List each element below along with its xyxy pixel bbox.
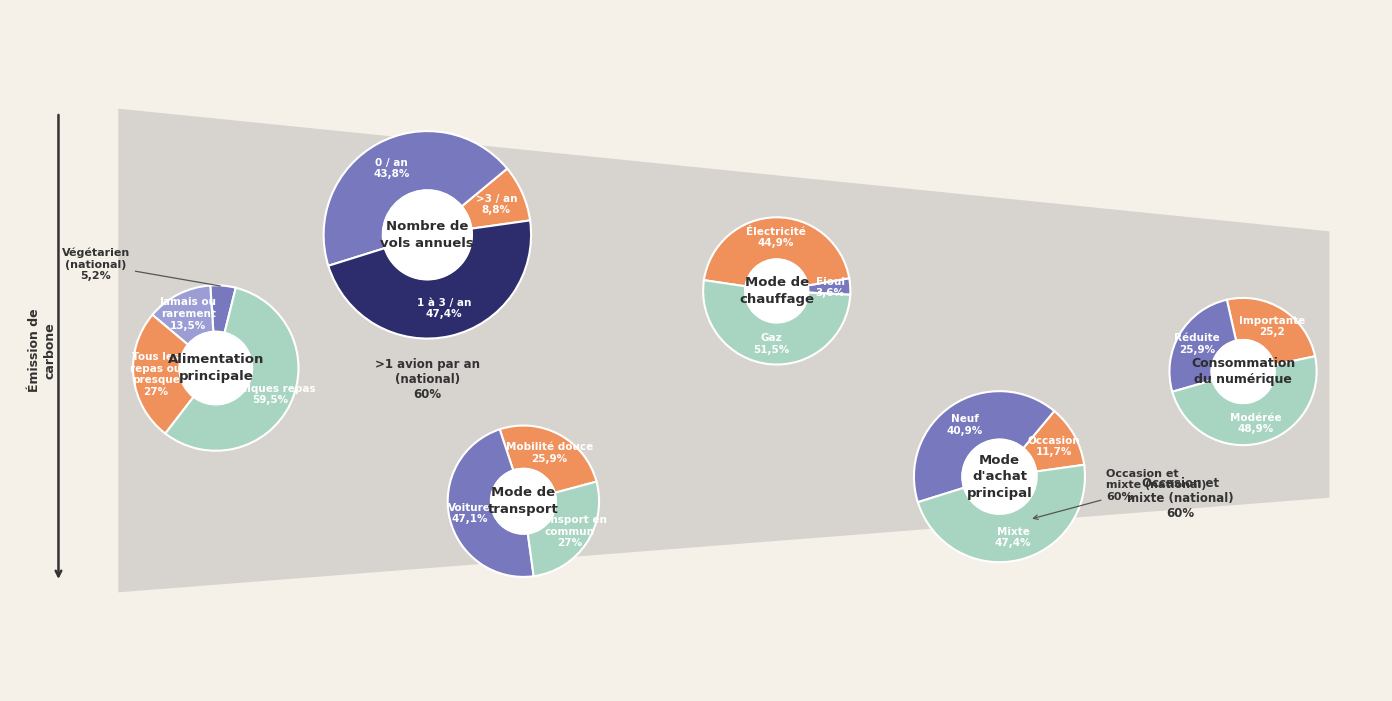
Circle shape bbox=[383, 190, 472, 280]
Text: Neuf
40,9%: Neuf 40,9% bbox=[947, 414, 983, 435]
Text: Occasion et
mixte (national)
60%: Occasion et mixte (national) 60% bbox=[1033, 469, 1207, 519]
Circle shape bbox=[1211, 340, 1275, 403]
Text: 1 à 3 / an
47,4%: 1 à 3 / an 47,4% bbox=[416, 297, 470, 319]
Text: Alimentation
principale: Alimentation principale bbox=[167, 353, 264, 383]
Text: Mode de
transport: Mode de transport bbox=[489, 486, 558, 516]
Wedge shape bbox=[210, 285, 235, 333]
Wedge shape bbox=[528, 482, 599, 576]
Text: Quelques repas
59,5%: Quelques repas 59,5% bbox=[224, 383, 316, 405]
Wedge shape bbox=[329, 220, 532, 339]
Wedge shape bbox=[1172, 356, 1317, 445]
Wedge shape bbox=[166, 288, 298, 451]
Text: Nombre de
vols annuels: Nombre de vols annuels bbox=[380, 220, 475, 250]
Wedge shape bbox=[1169, 300, 1236, 392]
Text: 0 / an
43,8%: 0 / an 43,8% bbox=[373, 158, 409, 179]
Circle shape bbox=[180, 332, 252, 404]
Wedge shape bbox=[917, 465, 1084, 562]
Text: Voiture
47,1%: Voiture 47,1% bbox=[448, 503, 491, 524]
Text: Électricité
44,9%: Électricité 44,9% bbox=[746, 226, 806, 248]
Text: Mobilité douce
25,9%: Mobilité douce 25,9% bbox=[505, 442, 593, 463]
Wedge shape bbox=[448, 429, 533, 577]
Text: Tous les
repas ou
presque
27%: Tous les repas ou presque 27% bbox=[129, 352, 181, 397]
Wedge shape bbox=[915, 391, 1054, 502]
Wedge shape bbox=[462, 169, 530, 229]
Circle shape bbox=[962, 440, 1037, 514]
Polygon shape bbox=[118, 109, 1329, 592]
Text: Fioul
3,6%: Fioul 3,6% bbox=[816, 277, 845, 299]
Text: Mixte
47,4%: Mixte 47,4% bbox=[995, 526, 1031, 548]
Wedge shape bbox=[703, 280, 851, 365]
Text: Émission de
carbone: Émission de carbone bbox=[28, 308, 57, 393]
Text: Gaz
51,5%: Gaz 51,5% bbox=[753, 333, 789, 355]
Circle shape bbox=[745, 259, 809, 322]
Wedge shape bbox=[807, 278, 851, 294]
Text: Importante
25,2: Importante 25,2 bbox=[1239, 315, 1306, 337]
Text: >1 avion par an
(national)
60%: >1 avion par an (national) 60% bbox=[374, 358, 480, 400]
Wedge shape bbox=[134, 315, 193, 433]
Text: Jamais ou
rarement
13,5%: Jamais ou rarement 13,5% bbox=[160, 297, 217, 331]
Text: Occasion
11,7%: Occasion 11,7% bbox=[1027, 435, 1080, 457]
Wedge shape bbox=[1226, 298, 1315, 365]
Wedge shape bbox=[152, 285, 213, 345]
Wedge shape bbox=[1023, 411, 1084, 472]
Text: Réduite
25,9%: Réduite 25,9% bbox=[1175, 334, 1219, 355]
Text: Mode
d'achat
principal: Mode d'achat principal bbox=[966, 454, 1033, 500]
Text: >3 / an
8,8%: >3 / an 8,8% bbox=[476, 193, 516, 215]
Text: Transport en
commun
27%: Transport en commun 27% bbox=[532, 515, 607, 548]
Text: Modérée
48,9%: Modérée 48,9% bbox=[1231, 413, 1282, 434]
Wedge shape bbox=[500, 426, 597, 493]
Circle shape bbox=[491, 469, 555, 533]
Text: Occasion et
mixte (national)
60%: Occasion et mixte (national) 60% bbox=[1128, 477, 1233, 519]
Text: Consommation
du numérique: Consommation du numérique bbox=[1192, 357, 1295, 386]
Text: Végétarien
(national)
5,2%: Végétarien (national) 5,2% bbox=[61, 247, 220, 286]
Wedge shape bbox=[323, 131, 507, 266]
Text: Mode de
chauffage: Mode de chauffage bbox=[739, 276, 814, 306]
Wedge shape bbox=[704, 217, 849, 286]
